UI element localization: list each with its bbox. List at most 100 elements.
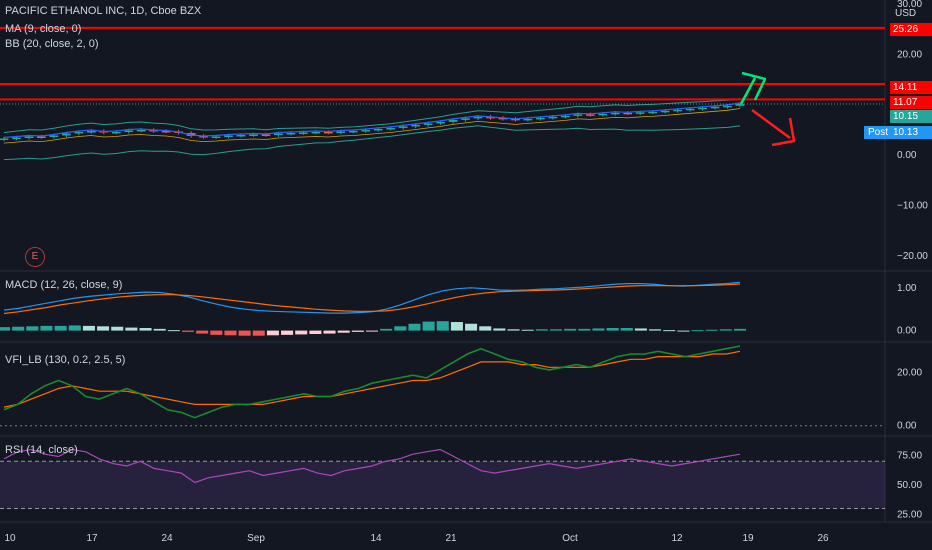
macd-histogram-bar bbox=[125, 327, 138, 331]
macd-histogram-bar bbox=[691, 330, 704, 332]
macd-histogram-bar bbox=[238, 330, 251, 336]
candle bbox=[585, 114, 595, 116]
time-axis-tick: Oct bbox=[562, 533, 578, 544]
candle bbox=[124, 130, 134, 132]
resistance-tag-2: 14.11 bbox=[890, 81, 932, 94]
ma-line bbox=[3, 102, 741, 139]
macd-histogram-bar bbox=[26, 326, 39, 331]
macd-histogram-bar bbox=[564, 328, 577, 331]
macd-histogram-bar bbox=[677, 330, 690, 332]
time-axis-tick: 19 bbox=[742, 533, 754, 544]
macd-histogram-bar bbox=[592, 328, 605, 331]
macd-histogram-bar bbox=[111, 326, 124, 331]
candle bbox=[523, 118, 533, 121]
candle bbox=[648, 111, 658, 114]
macd-histogram-bar bbox=[450, 322, 463, 331]
vfi-line bbox=[3, 345, 741, 419]
macd-histogram-bar bbox=[224, 330, 237, 336]
macd-histogram-bar bbox=[606, 328, 619, 331]
candle bbox=[311, 131, 321, 134]
macd-axis-tick: 0.00 bbox=[897, 326, 917, 337]
candle bbox=[411, 124, 421, 127]
candle bbox=[723, 105, 732, 108]
vfi-signal-line bbox=[3, 350, 741, 408]
macd-legend[interactable]: MACD (12, 26, close, 9) bbox=[5, 279, 123, 291]
candle bbox=[224, 135, 233, 138]
post-market-label: Post bbox=[864, 126, 893, 139]
vfi-axis-tick: 20.00 bbox=[897, 368, 922, 379]
resistance-tag-1: 25.26 bbox=[890, 23, 932, 36]
arrow-down-shaft bbox=[751, 108, 791, 140]
macd-signal-line bbox=[3, 283, 741, 315]
time-axis-tick: 14 bbox=[370, 533, 382, 544]
time-axis-tick: 21 bbox=[445, 533, 457, 544]
rsi-axis-tick: 75.00 bbox=[897, 450, 922, 461]
macd-histogram-bar bbox=[139, 328, 152, 331]
macd-histogram-bar bbox=[733, 328, 747, 331]
macd-histogram-bar bbox=[281, 330, 294, 335]
candle bbox=[673, 109, 682, 112]
bb-legend[interactable]: BB (20, close, 2, 0) bbox=[5, 38, 99, 50]
macd-histogram-bar bbox=[295, 330, 308, 335]
candle bbox=[548, 116, 558, 119]
candle bbox=[12, 137, 21, 140]
candle bbox=[710, 106, 720, 109]
macd-histogram-bar bbox=[252, 330, 265, 336]
candle bbox=[698, 107, 707, 110]
macd-histogram-bar bbox=[365, 330, 379, 332]
macd-histogram-bar bbox=[82, 325, 95, 331]
candle bbox=[623, 112, 633, 115]
rsi-legend[interactable]: RSI (14, close) bbox=[5, 444, 78, 456]
macd-histogram-bar bbox=[323, 330, 336, 334]
candle bbox=[274, 133, 283, 135]
macd-histogram-bar bbox=[634, 328, 647, 331]
macd-histogram-bar bbox=[12, 326, 25, 331]
rsi-axis-tick: 25.00 bbox=[897, 509, 922, 520]
macd-histogram-bar bbox=[578, 328, 591, 331]
arrow-down-head bbox=[771, 117, 796, 147]
macd-histogram-bar bbox=[68, 325, 81, 331]
time-axis-tick: 24 bbox=[161, 533, 173, 544]
macd-histogram-bar bbox=[380, 328, 393, 331]
macd-histogram-bar bbox=[97, 326, 110, 331]
vfi-axis-tick: 0.00 bbox=[897, 421, 917, 432]
macd-histogram-bar bbox=[663, 330, 676, 332]
macd-histogram-bar bbox=[649, 329, 662, 331]
macd-histogram-bar bbox=[507, 329, 520, 331]
candle bbox=[436, 121, 445, 124]
symbol-title[interactable]: PACIFIC ETHANOL INC, 1D, Cboe BZX bbox=[5, 5, 202, 17]
candle bbox=[323, 131, 333, 134]
macd-histogram-bar bbox=[436, 321, 449, 331]
candle bbox=[299, 132, 308, 134]
bb-lower-line bbox=[3, 125, 741, 161]
candle bbox=[660, 110, 670, 113]
candle bbox=[236, 135, 246, 137]
resistance-tag-3: 11.07 bbox=[890, 96, 932, 109]
earnings-marker-icon[interactable]: E bbox=[25, 247, 45, 267]
candle bbox=[111, 131, 121, 134]
candle bbox=[136, 129, 146, 132]
time-axis-tick: 26 bbox=[817, 533, 829, 544]
vfi-legend[interactable]: VFI_LB (130, 0.2, 2.5, 5) bbox=[5, 354, 126, 366]
candle bbox=[336, 131, 346, 133]
candle bbox=[373, 128, 383, 131]
macd-histogram-bar bbox=[40, 325, 53, 331]
macd-histogram-bar bbox=[309, 330, 322, 335]
candle bbox=[261, 134, 271, 136]
candle bbox=[0, 138, 9, 141]
last-price-tag: 10.15 bbox=[890, 110, 932, 123]
candle bbox=[286, 132, 296, 135]
macd-histogram-bar bbox=[408, 323, 421, 331]
macd-histogram-bar bbox=[493, 328, 506, 331]
macd-histogram-bar bbox=[54, 325, 67, 331]
macd-histogram-bar bbox=[422, 321, 435, 331]
candle bbox=[448, 119, 458, 122]
ma-legend[interactable]: MA (9, close, 0) bbox=[5, 23, 82, 35]
price-axis-tick: 20.00 bbox=[897, 49, 922, 60]
macd-histogram-bar bbox=[394, 326, 407, 331]
macd-histogram-bar bbox=[521, 329, 534, 331]
candle bbox=[635, 112, 645, 114]
macd-histogram-bar bbox=[620, 328, 633, 331]
macd-histogram-bar bbox=[549, 329, 563, 331]
